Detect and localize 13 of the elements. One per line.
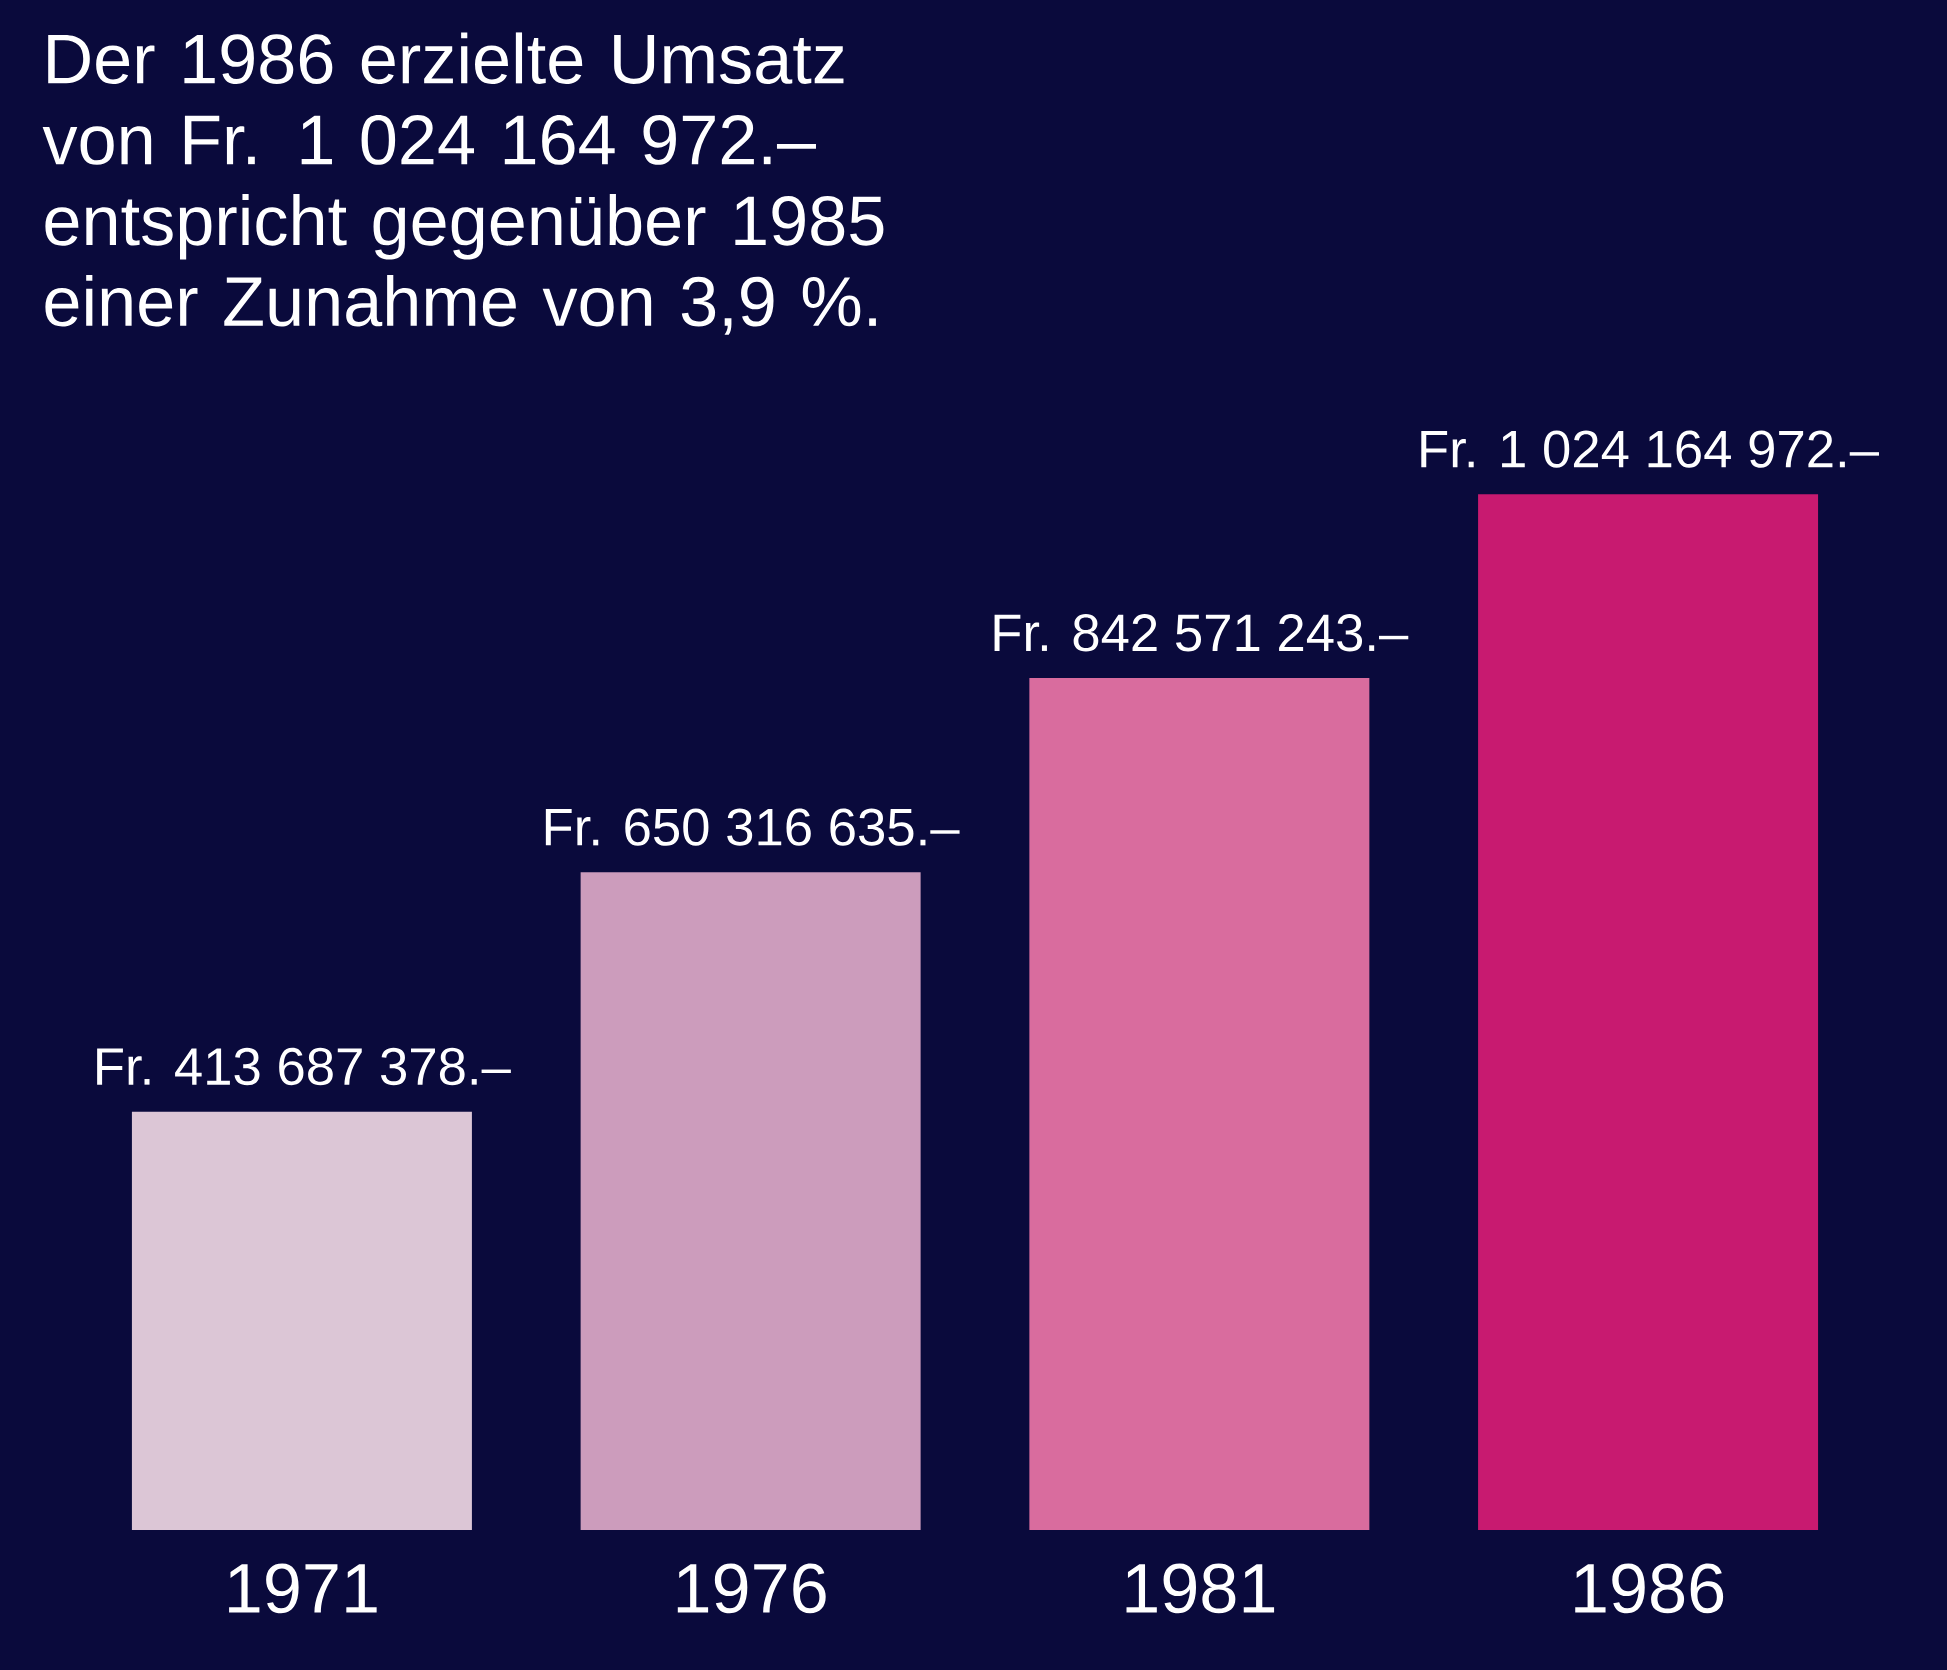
chart-title: Der 1986 erzielte Umsatz von Fr. 1 024 164 972.– entspricht gegenüber 1985 einer Zunahme von 3,9 %. bbox=[42, 32, 884, 335]
x-tick-label: 1986 bbox=[1575, 1563, 1724, 1614]
data-label: Fr. 842 571 243.– bbox=[994, 614, 1409, 652]
x-tick-label: 1981 bbox=[1126, 1563, 1275, 1614]
x-tick-label: 1976 bbox=[677, 1563, 826, 1614]
bar bbox=[580, 872, 921, 1530]
data-label: Fr. 650 316 635.– bbox=[545, 808, 960, 846]
data-label: Fr. 413 687 378.– bbox=[97, 1047, 511, 1086]
x-tick-label: 1971 bbox=[229, 1563, 377, 1614]
bar bbox=[131, 1111, 472, 1530]
bar bbox=[1029, 677, 1370, 1530]
data-label: Fr. 1 024 164 972.– bbox=[1421, 430, 1879, 468]
bar bbox=[1478, 494, 1819, 1530]
